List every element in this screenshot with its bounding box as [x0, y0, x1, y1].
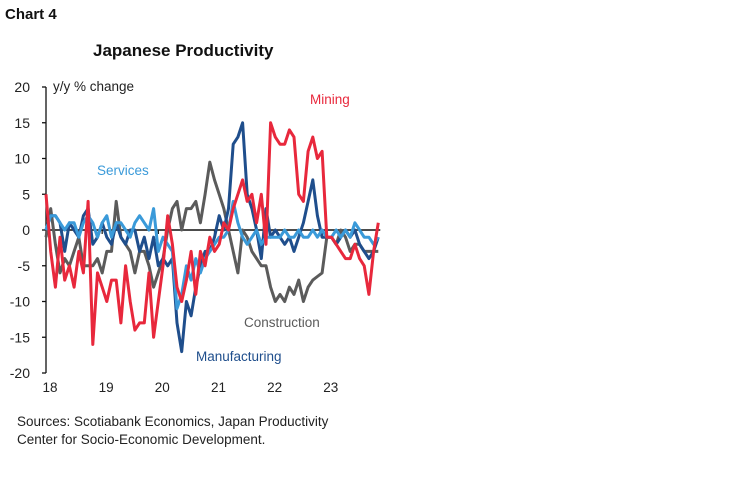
- series-line-mining: [44, 121, 380, 346]
- y-tick-label: 0: [22, 222, 30, 238]
- x-tick-label: 20: [155, 380, 170, 395]
- x-tick-label: 18: [42, 380, 57, 395]
- y-tick-label: 10: [14, 151, 30, 167]
- y-tick-label: -20: [10, 365, 30, 381]
- y-tick-label: -15: [10, 329, 30, 345]
- series-label-manufacturing: Manufacturing: [196, 349, 282, 364]
- y-axis-label: y/y % change: [53, 79, 134, 94]
- series-line-construction: [44, 160, 379, 303]
- chart-label: Chart 4: [5, 6, 57, 23]
- x-tick-label: 19: [99, 380, 114, 395]
- y-tick-label: 15: [14, 115, 30, 131]
- x-tick-label: 22: [267, 380, 282, 395]
- chart-title: Japanese Productivity: [93, 41, 274, 60]
- x-tick-label: 23: [323, 380, 338, 395]
- x-tick-label: 21: [211, 380, 226, 395]
- series-label-construction: Construction: [244, 315, 320, 330]
- y-tick-label: 20: [14, 79, 30, 95]
- y-tick-label: -10: [10, 294, 30, 310]
- sources-note: Sources: Scotiabank Economics, Japan Pro…: [17, 414, 329, 447]
- y-tick-label: -5: [18, 258, 31, 274]
- y-tick-label: 5: [22, 186, 30, 202]
- series-label-mining: Mining: [310, 92, 350, 107]
- series-label-services: Services: [97, 163, 149, 178]
